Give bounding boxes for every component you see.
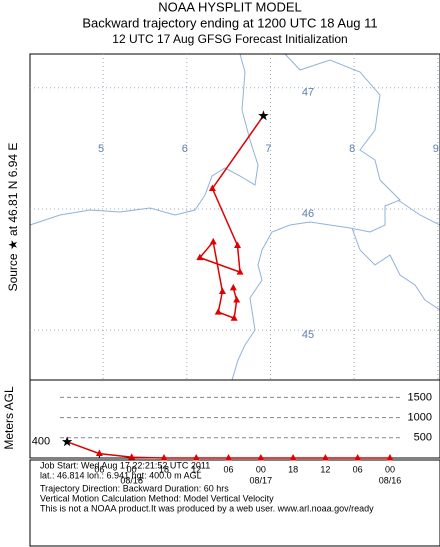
x-tick-label: 06	[353, 464, 363, 474]
source-label: Source ★ at 46.81 N 6.94 E	[6, 143, 20, 292]
subtitle: 12 UTC 17 Aug GFSG Forecast Initializati…	[112, 32, 347, 46]
x-tick-label: 12	[320, 464, 330, 474]
date-label: 08/16	[379, 475, 402, 485]
footer-line: This is not a NOAA product.It was produc…	[40, 503, 374, 513]
trajectory-point	[208, 184, 216, 192]
lat-label: 47	[302, 87, 314, 99]
geography	[29, 53, 440, 381]
border	[29, 53, 259, 226]
x-tick-label: 00	[256, 464, 266, 474]
source-star	[258, 110, 269, 121]
start-height-label: 400	[32, 436, 50, 448]
subtitle: Backward trajectory ending at 1200 UTC 1…	[82, 15, 377, 30]
x-tick-label: 12	[191, 464, 201, 474]
y-tick-label: 1000	[408, 411, 432, 423]
lat-label: 46	[302, 208, 314, 220]
source-star	[61, 436, 73, 447]
trajectory-point	[234, 241, 242, 248]
border	[231, 53, 401, 381]
border	[351, 227, 440, 311]
height-point	[289, 454, 297, 461]
date-label: 08/17	[250, 475, 273, 485]
lon-label: 8	[349, 143, 355, 155]
height-point	[192, 454, 200, 461]
y-tick-label: 1500	[408, 391, 432, 403]
x-tick-label: 00	[385, 464, 395, 474]
x-tick-label: 06	[94, 464, 104, 474]
footer-line: Vertical Motion Calculation Method: Mode…	[40, 493, 274, 503]
footer-line: Job Start: Wed Aug 17 22:21:52 UTC 2011	[40, 460, 210, 470]
lon-label: 5	[98, 143, 104, 155]
lon-label: 6	[182, 143, 188, 155]
trajectory-point	[196, 253, 204, 261]
date-label: 08/18	[120, 475, 143, 485]
height-point	[160, 454, 168, 461]
x-tick-label: 00	[127, 464, 137, 474]
footer-line: Trajectory Direction: Backward Duration:…	[40, 483, 229, 493]
footer-frame	[29, 459, 440, 547]
height-point	[128, 453, 136, 460]
trajectory-point	[218, 287, 226, 295]
height-point	[95, 449, 103, 457]
y-tick-label: 500	[414, 432, 432, 444]
trajectory-point	[214, 308, 222, 315]
height-point	[321, 454, 329, 461]
title: NOAA HYSPLIT MODEL	[158, 0, 302, 14]
trajectory-point	[229, 283, 237, 291]
trajectory-point	[236, 268, 244, 275]
lat-label: 45	[302, 329, 314, 341]
lon-label: 7	[265, 143, 271, 155]
lon-label: 9	[433, 143, 439, 155]
x-tick-label: 06	[224, 464, 234, 474]
border	[397, 199, 440, 226]
height-point	[386, 454, 394, 461]
x-tick-label: 18	[288, 464, 298, 474]
height-point	[257, 454, 265, 461]
height-point	[225, 454, 233, 461]
height-point	[354, 454, 362, 461]
y-axis-label: Meters AGL	[2, 386, 16, 450]
trajectory-point	[209, 237, 217, 245]
x-tick-label: 18	[159, 464, 169, 474]
trajectory-point	[233, 296, 241, 303]
trajectory-point	[230, 314, 238, 321]
footer-line: lat.: 46.814 lon.: 6.941 hgt: 400.0 m AG…	[40, 470, 202, 480]
